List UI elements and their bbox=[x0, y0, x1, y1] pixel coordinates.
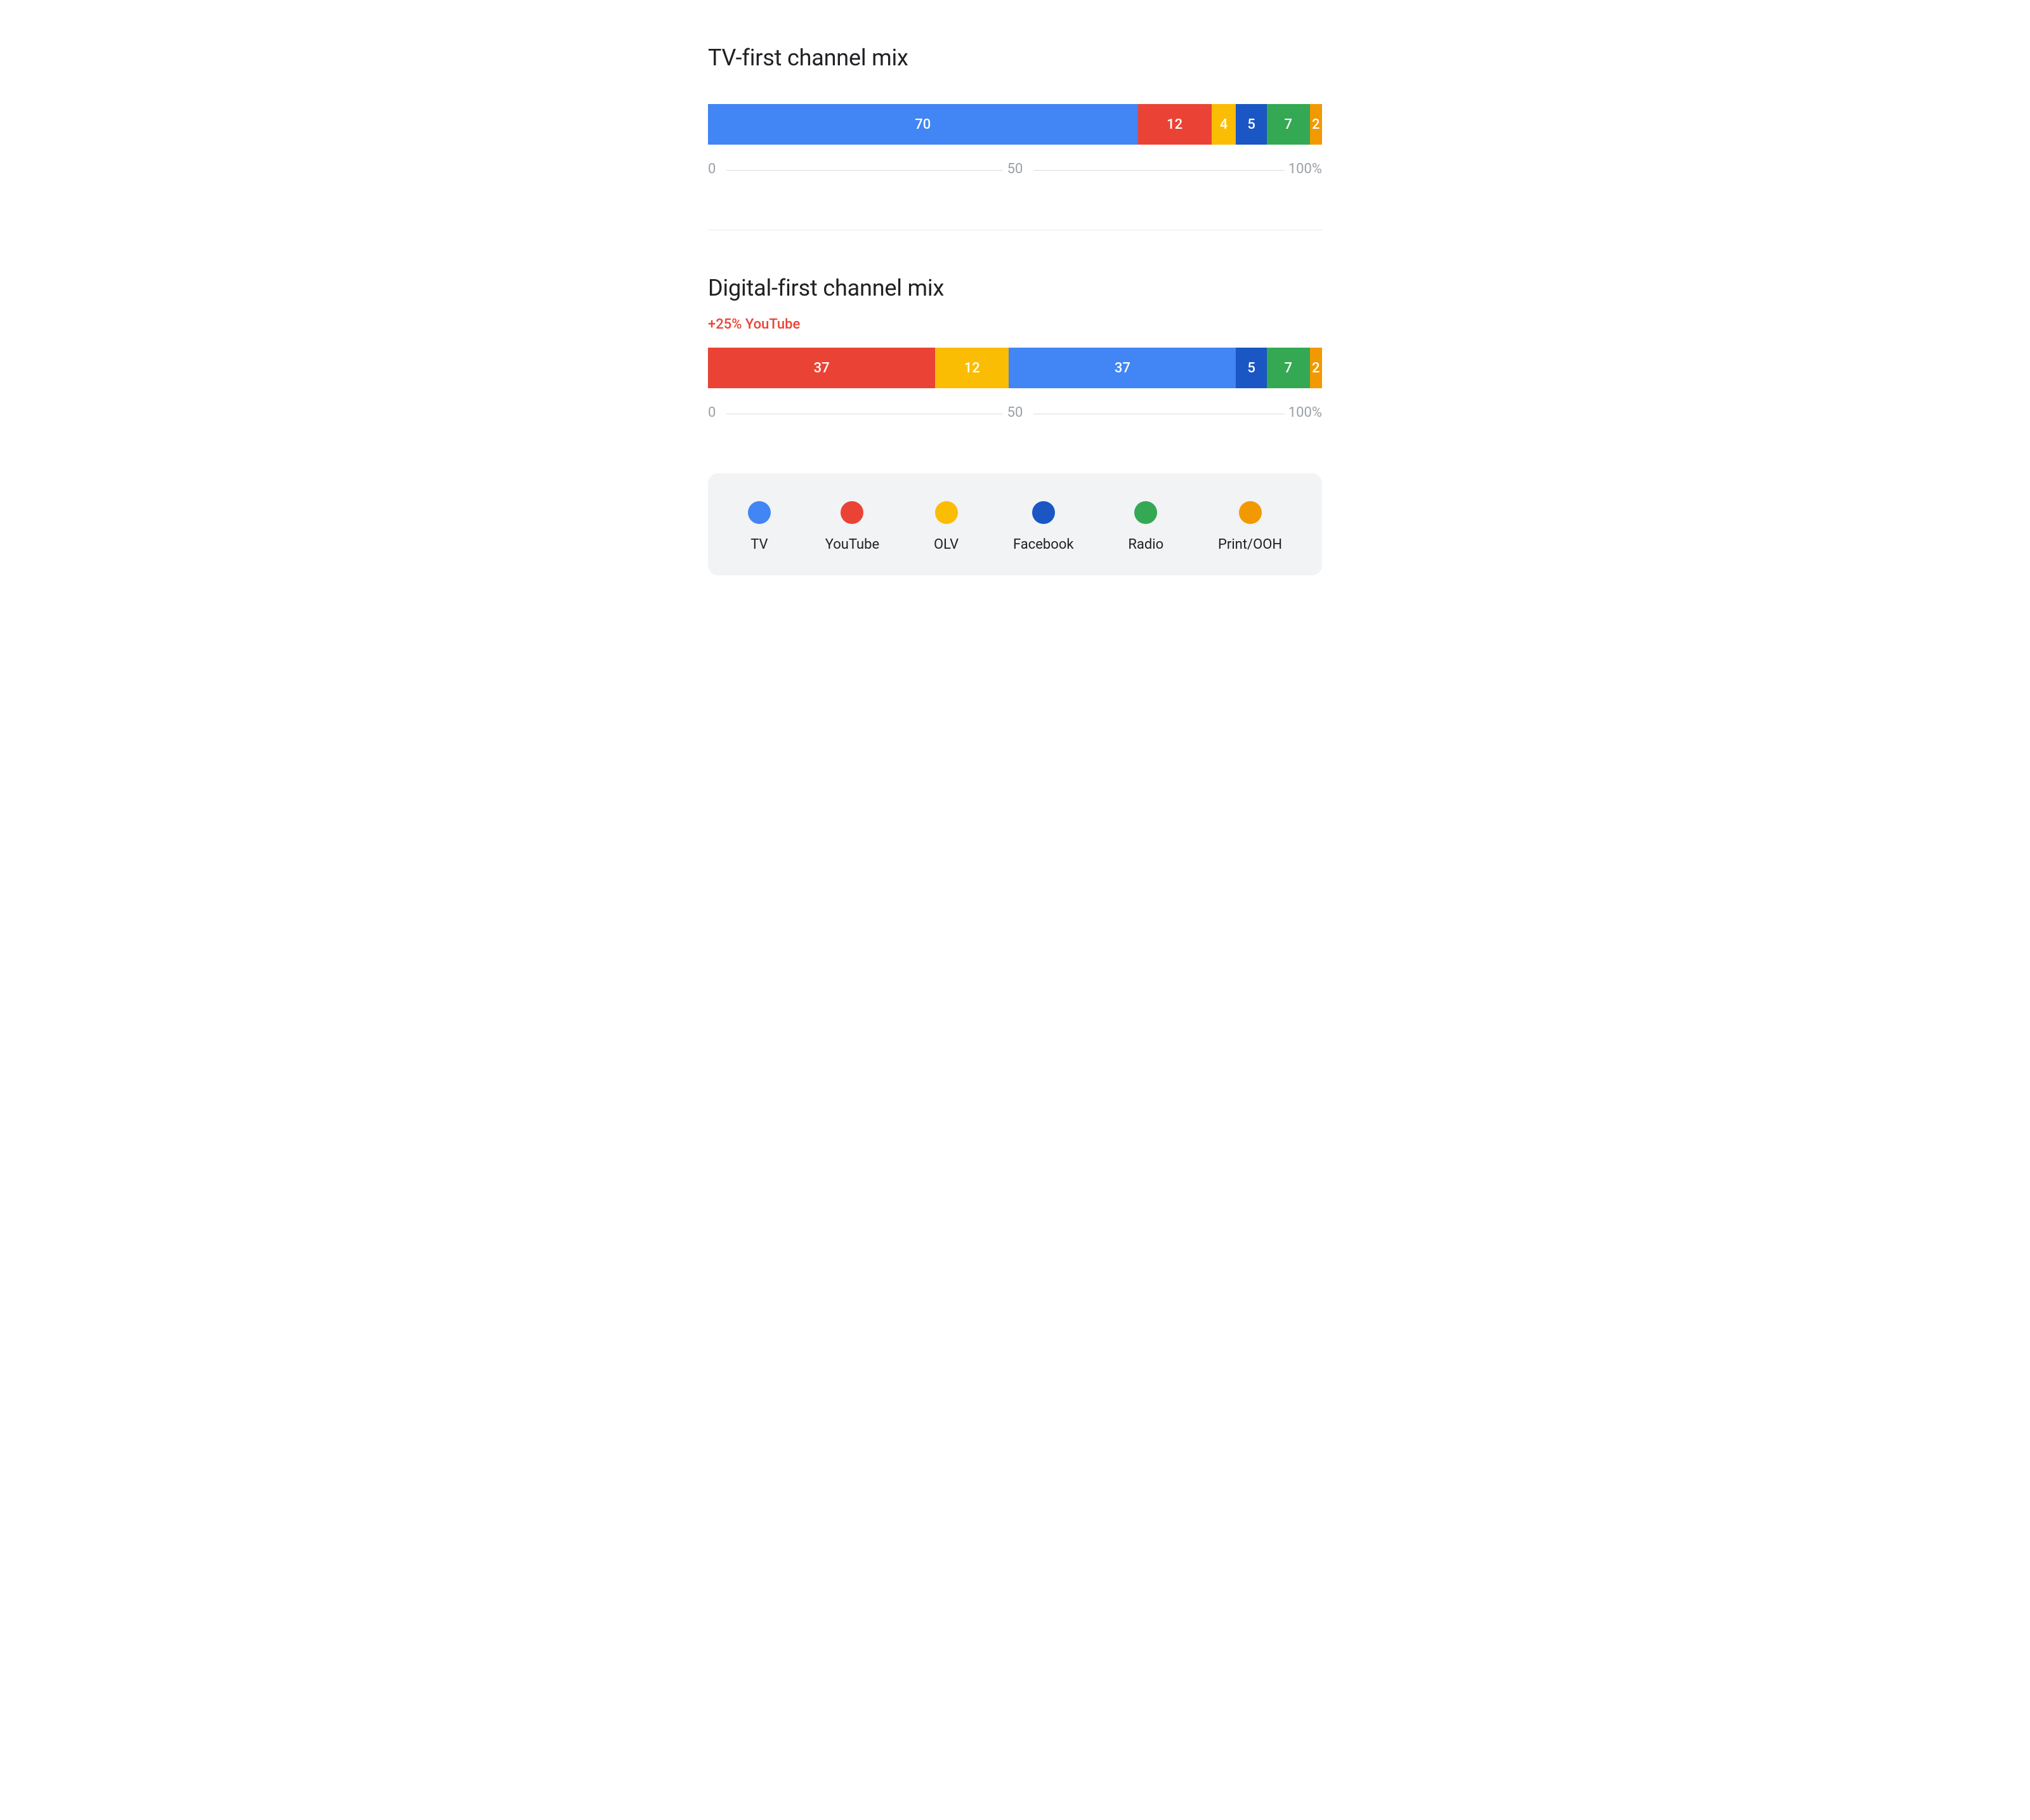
legend-label: TV bbox=[750, 537, 768, 553]
legend-label: YouTube bbox=[825, 537, 879, 553]
legend-label: Print/OOH bbox=[1218, 537, 1282, 553]
axis-gridline bbox=[726, 170, 1003, 171]
bar-value-label: 5 bbox=[1247, 117, 1255, 133]
bar-segment-tv: 70 bbox=[708, 104, 1138, 145]
legend-label: Facebook bbox=[1013, 537, 1074, 553]
bar-value-label: 7 bbox=[1284, 360, 1292, 376]
chart-subtitle: +25% YouTube bbox=[708, 317, 1322, 332]
bar-segment-facebook: 5 bbox=[1236, 348, 1266, 388]
axis-tick-label: 100% bbox=[1285, 161, 1326, 177]
bar-segment-youtube: 37 bbox=[708, 348, 935, 388]
legend-item-radio: Radio bbox=[1128, 501, 1163, 553]
bar-value-label: 37 bbox=[1115, 360, 1130, 376]
legend-swatch-icon bbox=[1239, 501, 1262, 524]
axis-tick-label: 50 bbox=[1004, 161, 1027, 177]
legend-label: Radio bbox=[1128, 537, 1163, 553]
bar-value-label: 12 bbox=[964, 360, 980, 376]
stacked-bar: 70 12 4 5 7 2 bbox=[708, 104, 1322, 145]
bar-segment-print-ooh: 2 bbox=[1310, 348, 1322, 388]
axis-tick-label: 100% bbox=[1285, 405, 1326, 421]
bar-segment-olv: 12 bbox=[935, 348, 1009, 388]
x-axis: 0 50 100% bbox=[708, 160, 1322, 185]
legend-item-olv: OLV bbox=[934, 501, 959, 553]
bar-value-label: 12 bbox=[1167, 117, 1182, 133]
bar-segment-facebook: 5 bbox=[1236, 104, 1266, 145]
axis-tick-label: 0 bbox=[704, 161, 719, 177]
bar-segment-youtube: 12 bbox=[1138, 104, 1212, 145]
bar-segment-radio: 7 bbox=[1267, 104, 1310, 145]
bar-segment-radio: 7 bbox=[1267, 348, 1310, 388]
chart-title: Digital-first channel mix bbox=[708, 275, 1322, 301]
bar-value-label: 70 bbox=[915, 117, 931, 133]
chart-legend: TV YouTube OLV Facebook Radio Print/OOH bbox=[708, 473, 1322, 575]
chart-digital-first: Digital-first channel mix +25% YouTube 3… bbox=[647, 275, 1383, 429]
chart-container: TV-first channel mix 70 12 4 5 7 2 0 50 … bbox=[647, 0, 1383, 613]
legend-label: OLV bbox=[934, 537, 959, 553]
legend-swatch-icon bbox=[748, 501, 771, 524]
x-axis: 0 50 100% bbox=[708, 403, 1322, 429]
legend-item-youtube: YouTube bbox=[825, 501, 879, 553]
bar-value-label: 4 bbox=[1220, 117, 1228, 133]
bar-value-label: 2 bbox=[1312, 360, 1320, 376]
legend-swatch-icon bbox=[1032, 501, 1055, 524]
legend-swatch-icon bbox=[841, 501, 863, 524]
axis-tick-label: 0 bbox=[704, 405, 719, 421]
bar-segment-tv: 37 bbox=[1009, 348, 1236, 388]
axis-gridline bbox=[1033, 170, 1285, 171]
bar-value-label: 37 bbox=[814, 360, 830, 376]
stacked-bar: 37 12 37 5 7 2 bbox=[708, 348, 1322, 388]
legend-swatch-icon bbox=[935, 501, 958, 524]
bar-value-label: 2 bbox=[1312, 117, 1320, 133]
bar-segment-print-ooh: 2 bbox=[1310, 104, 1322, 145]
bar-value-label: 5 bbox=[1247, 360, 1255, 376]
legend-swatch-icon bbox=[1134, 501, 1157, 524]
legend-item-tv: TV bbox=[748, 501, 771, 553]
bar-value-label: 7 bbox=[1284, 117, 1292, 133]
legend-item-facebook: Facebook bbox=[1013, 501, 1074, 553]
bar-segment-olv: 4 bbox=[1212, 104, 1236, 145]
chart-tv-first: TV-first channel mix 70 12 4 5 7 2 0 50 … bbox=[647, 44, 1383, 185]
axis-tick-label: 50 bbox=[1004, 405, 1027, 421]
chart-title: TV-first channel mix bbox=[708, 44, 1322, 71]
legend-item-print-ooh: Print/OOH bbox=[1218, 501, 1282, 553]
